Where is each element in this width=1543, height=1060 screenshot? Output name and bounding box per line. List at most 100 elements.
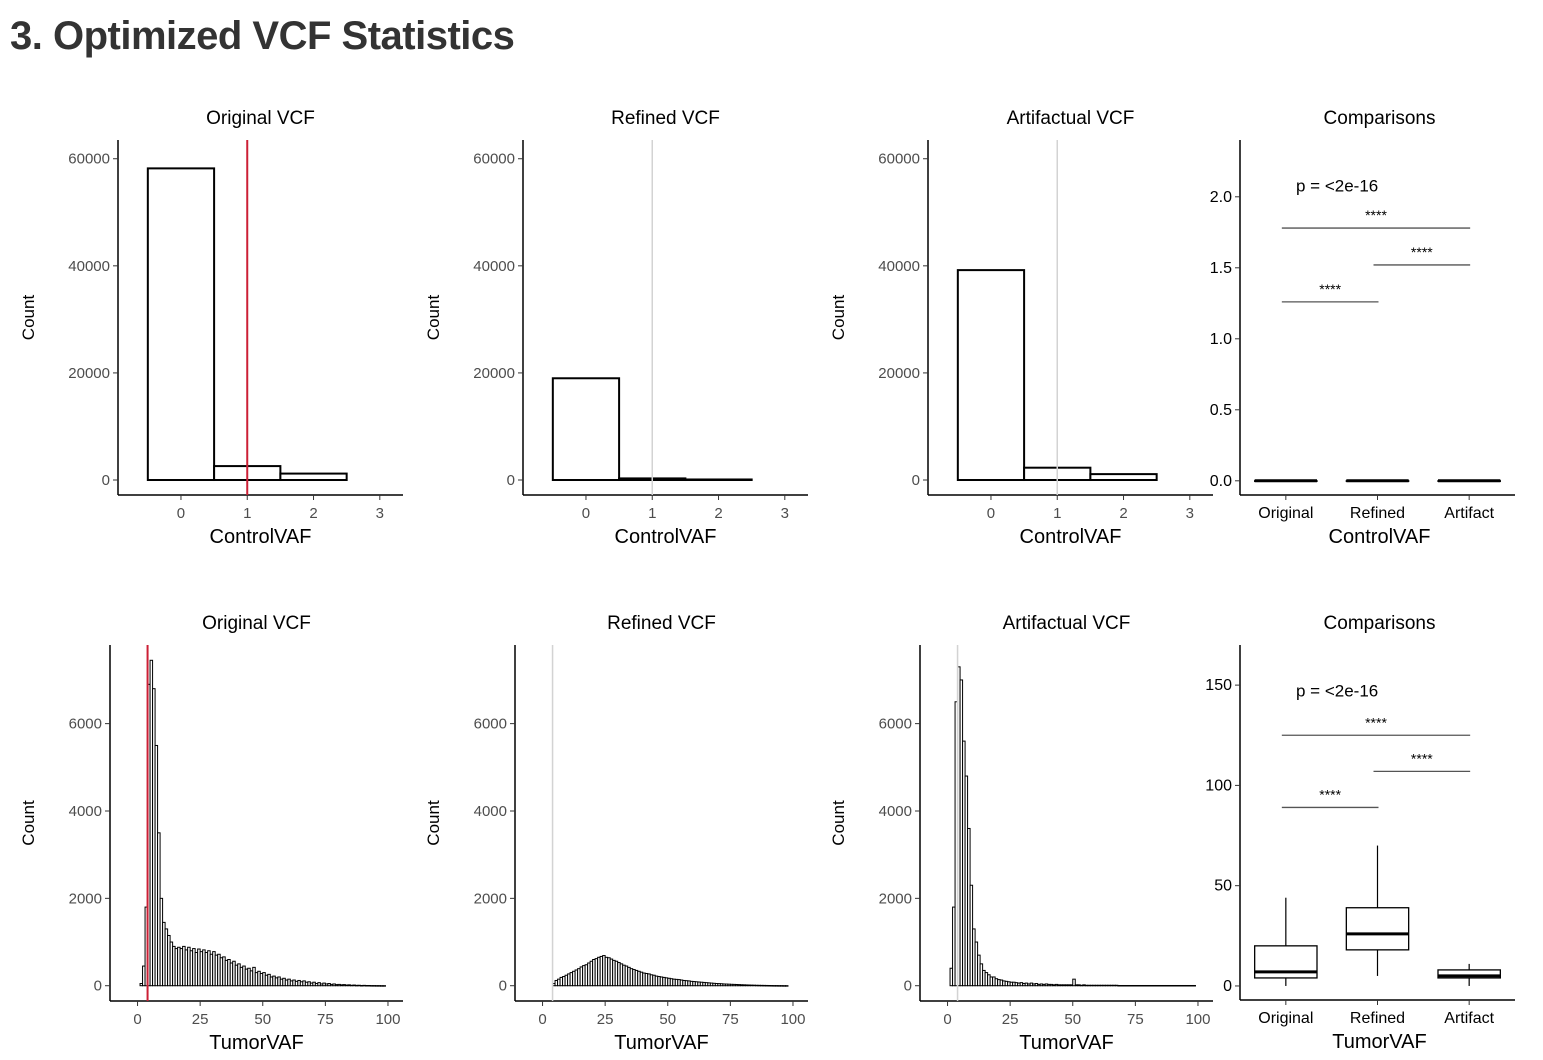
x-axis-label: ControlVAF xyxy=(615,526,717,548)
y-tick-label: 6000 xyxy=(879,716,912,733)
box-iqr xyxy=(1345,907,1410,951)
significance-label: **** xyxy=(1411,750,1433,766)
x-tick-label: Refined xyxy=(1350,1010,1405,1027)
y-tick-label: 6000 xyxy=(69,716,102,733)
y-tick-label: 4000 xyxy=(879,803,912,820)
y-tick-label: 1.0 xyxy=(1210,331,1232,348)
x-axis-label: TumorVAF xyxy=(209,1032,303,1054)
x-tick-label: 1 xyxy=(243,505,251,522)
x-tick-label: 0 xyxy=(987,505,995,522)
chart-title: Refined VCF xyxy=(607,613,716,634)
significance-label: **** xyxy=(1365,714,1387,730)
y-tick-label: 0 xyxy=(102,472,110,489)
histogram-bar xyxy=(1072,978,1076,987)
chart-control-refined: Refined VCF 0 20000 40000 60000 0 1 2 3 ControlVA… xyxy=(424,108,808,548)
y-axis-label: Count xyxy=(19,800,38,846)
y-tick-label: 40000 xyxy=(473,258,515,275)
x-tick-label: 2 xyxy=(309,505,317,522)
significance-label: **** xyxy=(1365,207,1387,223)
x-tick-label: 75 xyxy=(317,1011,334,1028)
y-tick-label: 20000 xyxy=(473,365,515,382)
x-axis-label: ControlVAF xyxy=(1329,526,1431,548)
x-tick-label: Artifact xyxy=(1444,505,1494,522)
histogram-bar xyxy=(1089,473,1158,482)
y-tick-label: 0 xyxy=(1223,978,1232,995)
boxplot-original xyxy=(1254,897,1318,986)
x-tick-label: 0 xyxy=(582,505,590,522)
x-tick-label: 3 xyxy=(781,505,789,522)
y-tick-label: 0.5 xyxy=(1210,402,1232,419)
x-tick-label: 0 xyxy=(177,505,185,522)
significance-label: **** xyxy=(1319,786,1341,802)
histogram-bar xyxy=(146,167,216,482)
y-axis-label: Count xyxy=(829,295,848,341)
x-tick-label: 2 xyxy=(1119,505,1127,522)
x-tick-label: 50 xyxy=(1064,1011,1081,1028)
x-tick-label: 2 xyxy=(714,505,722,522)
x-tick-label: 75 xyxy=(1127,1011,1144,1028)
chart-tumor-refined: Refined VCF 0 2000 4000 6000 0 25 50 75 100 TumorV… xyxy=(424,613,808,1054)
histogram-bar xyxy=(784,985,789,987)
box-iqr xyxy=(1437,969,1501,979)
x-tick-label: Original xyxy=(1258,1010,1313,1027)
histogram-bar xyxy=(956,269,1026,482)
histogram-bar xyxy=(684,478,753,482)
y-tick-label: 1.5 xyxy=(1210,260,1232,277)
x-axis-label: ControlVAF xyxy=(1020,526,1122,548)
significance-label: **** xyxy=(1411,244,1433,260)
x-tick-label: 100 xyxy=(375,1011,400,1028)
chart-tumor-original: Original VCF 0 2000 4000 6000 0 25 50 75 100 Tumor… xyxy=(19,613,403,1054)
chart-title: Original VCF xyxy=(206,108,315,129)
y-tick-label: 40000 xyxy=(878,258,920,275)
boxplot-refined xyxy=(1345,479,1410,483)
x-tick-label: 1 xyxy=(648,505,656,522)
page-title: 3. Optimized VCF Statistics xyxy=(10,14,515,58)
x-axis-label: ControlVAF xyxy=(210,526,312,548)
chart-control-artifactual: Artifactual VCF 0 20000 40000 60000 0 1 2 3 Contr… xyxy=(829,108,1213,548)
y-tick-label: 0 xyxy=(507,472,515,489)
chart-tumor-comparisons: Comparisons 0 50 100 150 Original Refined Artif… xyxy=(1205,613,1515,1053)
chart-title: Comparisons xyxy=(1324,613,1436,634)
y-axis-label: Count xyxy=(424,295,443,341)
y-tick-label: 20000 xyxy=(68,365,110,382)
y-axis-label: Count xyxy=(829,800,848,846)
y-tick-label: 60000 xyxy=(68,151,110,168)
y-tick-label: 150 xyxy=(1205,677,1232,694)
significance-label: **** xyxy=(1319,281,1341,297)
x-tick-label: 1 xyxy=(1053,505,1061,522)
y-axis-label: Count xyxy=(19,295,38,341)
boxplot-artifact xyxy=(1437,963,1501,986)
x-axis-label: TumorVAF xyxy=(614,1032,708,1054)
histogram-bar xyxy=(551,377,621,482)
y-tick-label: 6000 xyxy=(474,716,507,733)
y-tick-label: 0 xyxy=(912,472,920,489)
y-tick-label: 0 xyxy=(904,978,912,995)
x-tick-label: 0 xyxy=(538,1011,546,1028)
boxplot-original xyxy=(1254,479,1318,483)
x-tick-label: 25 xyxy=(1002,1011,1019,1028)
y-tick-label: 4000 xyxy=(69,803,102,820)
p-value-label: p = <2e-16 xyxy=(1296,176,1378,195)
boxplot-artifact xyxy=(1437,479,1501,483)
y-tick-label: 0.0 xyxy=(1210,473,1232,490)
y-tick-label: 20000 xyxy=(878,365,920,382)
boxplot-refined xyxy=(1345,845,1410,976)
chart-control-original: Original VCF 0 20000 40000 60000 0 1 2 3 ControlV… xyxy=(19,108,403,548)
y-tick-label: 2000 xyxy=(474,890,507,907)
chart-title: Artifactual VCF xyxy=(1003,613,1131,634)
x-tick-label: 50 xyxy=(254,1011,271,1028)
x-tick-label: 100 xyxy=(1185,1011,1210,1028)
x-tick-label: 50 xyxy=(659,1011,676,1028)
x-axis-label: TumorVAF xyxy=(1332,1031,1426,1053)
x-tick-label: 25 xyxy=(597,1011,614,1028)
x-tick-label: 0 xyxy=(133,1011,141,1028)
x-tick-label: Artifact xyxy=(1444,1010,1494,1027)
y-tick-label: 60000 xyxy=(473,151,515,168)
x-axis-label: TumorVAF xyxy=(1019,1032,1113,1054)
x-tick-label: 3 xyxy=(1186,505,1194,522)
chart-title: Refined VCF xyxy=(611,108,720,129)
chart-title: Original VCF xyxy=(202,613,311,634)
y-tick-label: 4000 xyxy=(474,803,507,820)
y-tick-label: 50 xyxy=(1214,878,1232,895)
y-tick-label: 0 xyxy=(499,978,507,995)
